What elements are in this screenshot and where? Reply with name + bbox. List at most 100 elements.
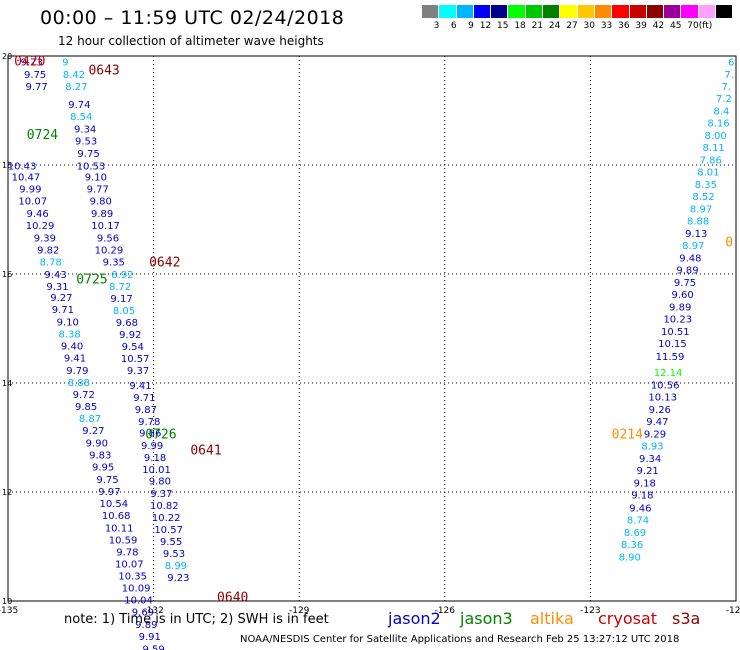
wave-height-value: 9.77	[87, 184, 109, 195]
pass-time-label: 0640	[217, 591, 248, 606]
wave-height-value: 10.47	[12, 172, 41, 183]
wave-height-value: 9.78	[138, 417, 160, 428]
wave-height-value: 9.55	[160, 537, 182, 548]
wave-height-value: 9.75	[96, 475, 118, 486]
scale-swatch	[698, 5, 717, 18]
wave-height-value: 10.51	[661, 327, 690, 338]
wave-height-value: 6	[728, 57, 734, 68]
wave-height-value: 9.89	[669, 303, 691, 314]
wave-height-value: 9.41	[64, 353, 86, 364]
legend-cryosat: cryosat	[598, 609, 658, 628]
wave-height-value: 9.73	[21, 57, 43, 68]
wave-height-value: 9.56	[97, 233, 119, 244]
wave-height-value: 8.99	[165, 561, 187, 572]
scale-swatch	[646, 5, 665, 18]
wave-height-value: 9.18	[631, 491, 653, 502]
wave-height-value: 10.07	[18, 196, 47, 207]
wave-height-value: 9.90	[86, 438, 108, 449]
scale-label: (ft)	[698, 21, 713, 31]
wave-height-value: 9.41	[129, 381, 151, 392]
wave-height-value: 9.29	[644, 430, 666, 441]
wave-height-value: 7.86	[700, 156, 722, 167]
legend-s3a: s3a	[672, 609, 701, 628]
y-tick-label: 12	[2, 488, 12, 497]
wave-height-value: 9.97	[98, 487, 120, 498]
wave-height-value: 10.15	[658, 339, 687, 350]
scale-label: 24	[548, 21, 561, 31]
wave-height-value: 8.92	[111, 270, 133, 281]
scale-swatch	[560, 5, 578, 18]
pass-time-label: 0725	[76, 272, 107, 287]
wave-height-value: 10.59	[109, 535, 138, 546]
wave-height-value: 8.36	[621, 540, 643, 551]
wave-height-value: 8.97	[690, 205, 712, 216]
wave-height-value: 9.89	[91, 209, 113, 220]
wave-height-value: 9.99	[19, 184, 41, 195]
wave-height-value: 9.47	[646, 417, 668, 428]
scale-swatch	[456, 5, 474, 18]
y-tick-label: 20	[2, 52, 12, 61]
scale-swatch	[629, 5, 647, 18]
scale-label: 18	[514, 21, 526, 31]
pass-time-label: 0724	[27, 128, 58, 143]
wave-height-value: 9.75	[24, 70, 46, 81]
wave-height-value: 9.77	[26, 82, 48, 93]
legend-jason2: jason2	[388, 609, 441, 628]
wave-height-value: 8.88	[68, 378, 90, 389]
x-tick-label: -123	[580, 606, 600, 616]
wave-height-value: 8.90	[619, 552, 641, 563]
pass-time-label: 0214	[612, 428, 643, 443]
pass-time-label: 0643	[88, 64, 119, 79]
wave-height-value: 9.46	[629, 503, 651, 514]
wave-height-value: 10.35	[118, 571, 147, 582]
wave-height-value: 9.80	[149, 477, 171, 488]
wave-height-value: 9.26	[649, 405, 671, 416]
wave-height-value: 8.35	[695, 180, 717, 191]
wave-height-value: 9.78	[116, 547, 138, 558]
wave-height-value: 10.68	[102, 511, 131, 522]
color-scale-bar	[422, 5, 734, 18]
wave-height-value: 9.31	[46, 282, 68, 293]
wave-height-value: 9.10	[85, 172, 107, 183]
wave-height-value: 9.37	[150, 489, 172, 500]
wave-height-value: 9.82	[37, 245, 59, 256]
wave-height-value: 9.91	[139, 632, 161, 643]
wave-height-value: 9.18	[634, 479, 656, 490]
scale-swatch	[681, 5, 699, 18]
x-tick-label: -126	[435, 606, 456, 616]
x-tick-label: -135	[0, 606, 18, 616]
scale-label: 15	[497, 21, 509, 31]
scale-swatch	[422, 5, 440, 18]
scale-swatch	[664, 5, 682, 18]
wave-height-value: 9.74	[68, 100, 90, 111]
scale-swatch	[716, 5, 734, 18]
wave-height-value: 9.69	[132, 607, 154, 618]
scale-label: 45	[670, 21, 682, 31]
wave-height-value: 9.80	[90, 196, 112, 207]
wave-height-value: 10.82	[150, 501, 179, 512]
wave-height-value: 9.27	[50, 293, 72, 304]
wave-height-value: 9.60	[671, 290, 693, 301]
x-tick-label: -129	[289, 606, 310, 616]
wave-height-value: 9.68	[116, 318, 138, 329]
wave-height-value: 9.34	[74, 124, 96, 135]
wave-height-value: 8.11	[703, 143, 725, 154]
wave-height-value: 9.92	[119, 330, 141, 341]
legend-altika: altika	[530, 609, 574, 628]
wave-height-value: 10.13	[648, 393, 677, 404]
scale-label: 42	[652, 21, 665, 31]
wave-height-value: 8.42	[63, 70, 85, 81]
wave-height-value: 9.89	[135, 620, 157, 631]
scale-label: 6	[450, 21, 457, 31]
pass-time-label: 0642	[149, 255, 180, 270]
wave-height-value: 8.54	[70, 112, 92, 123]
wave-height-value: 9.43	[44, 270, 66, 281]
y-tick-label: 14	[2, 379, 12, 388]
wave-height-value: 10.22	[152, 513, 181, 524]
scale-swatch	[594, 5, 613, 18]
wave-height-value: 8.93	[641, 442, 663, 453]
scale-label: 70	[687, 21, 699, 31]
wave-height-value: 8.00	[704, 131, 726, 142]
wave-height-value: 7.	[722, 82, 732, 93]
